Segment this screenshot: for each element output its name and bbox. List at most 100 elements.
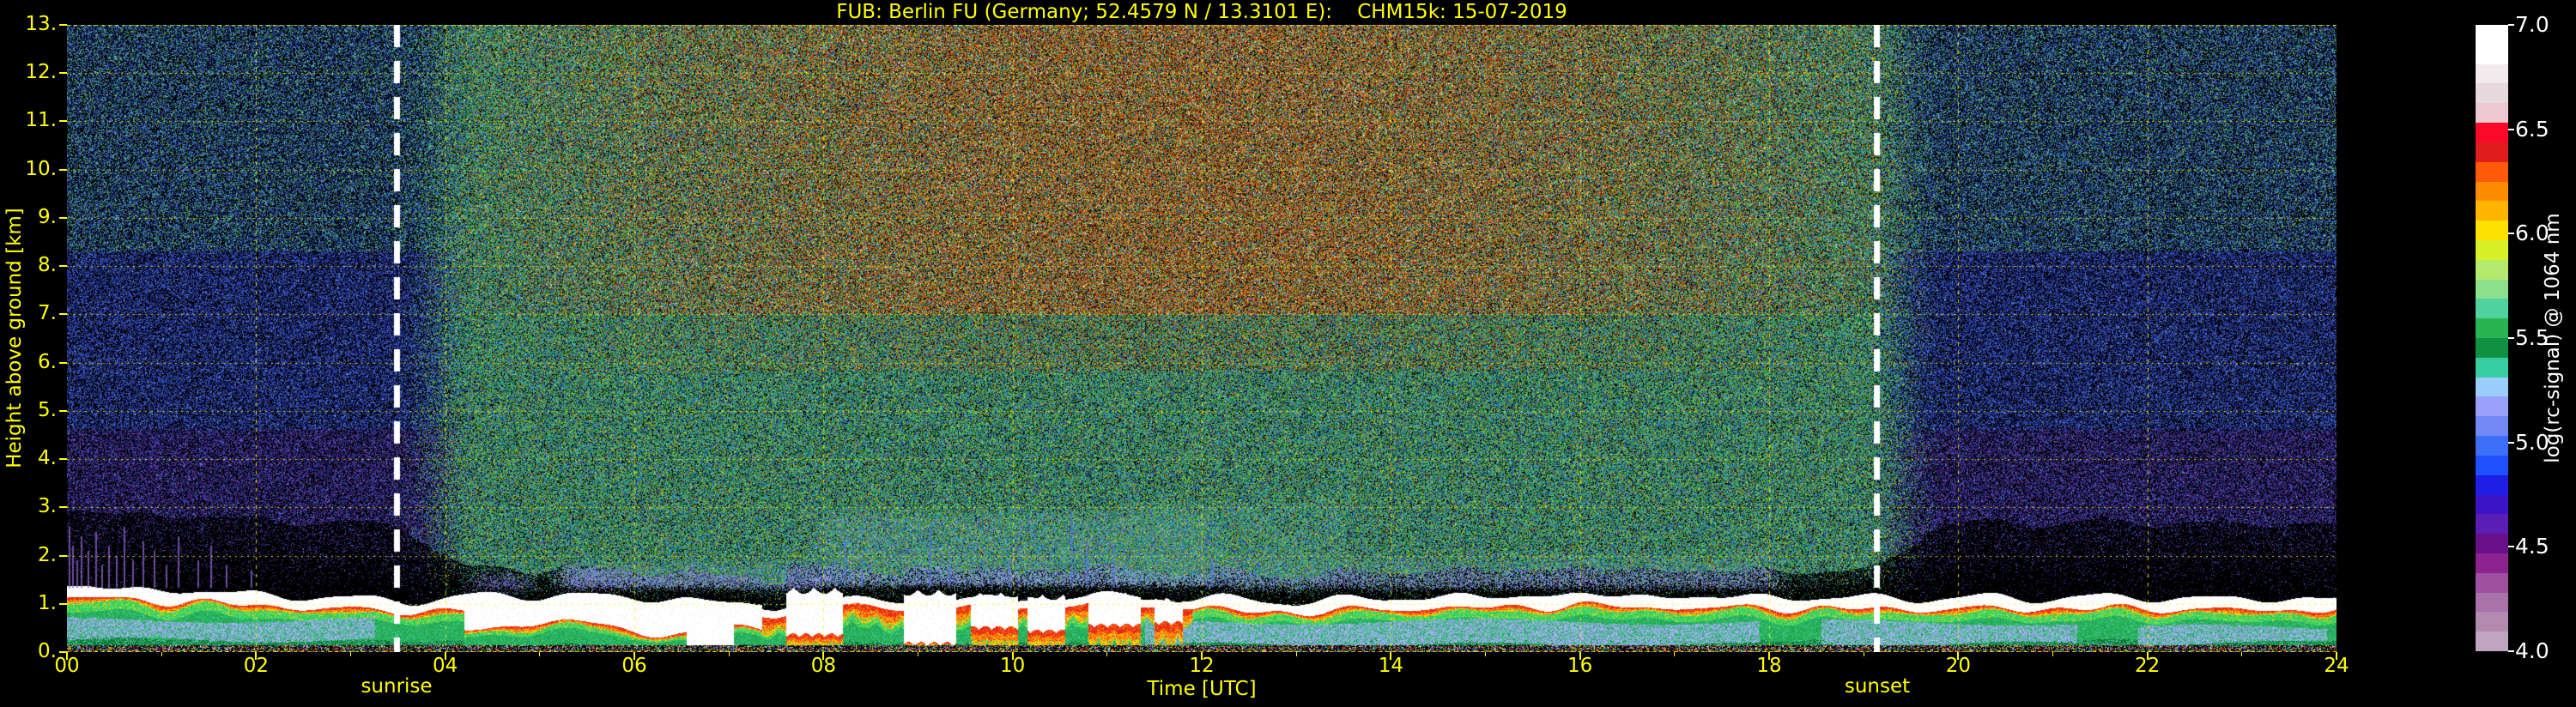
- colorbar-segment: [2476, 201, 2508, 221]
- x-tick-mark: [1957, 652, 1960, 660]
- x-tick-mark: [822, 652, 825, 660]
- x-minor-tick-mark: [728, 652, 730, 656]
- x-minor-tick-mark: [1485, 652, 1486, 656]
- colorbar-segment: [2476, 279, 2508, 299]
- colorbar-tick-mark: [2508, 650, 2514, 652]
- x-minor-tick-mark: [161, 652, 162, 656]
- colorbar-tick-mark: [2508, 24, 2514, 26]
- colorbar-tick-mark: [2508, 233, 2514, 235]
- sunrise-annotation: sunrise: [361, 675, 433, 698]
- colorbar-tick-label: 7.0: [2515, 11, 2549, 37]
- colorbar-tick-label: 5.5: [2515, 324, 2549, 350]
- colorbar-tick-mark: [2508, 441, 2514, 444]
- colorbar-segment: [2476, 494, 2508, 515]
- y-tick-mark: [59, 24, 67, 26]
- y-tick-label: 11.: [25, 109, 57, 132]
- colorbar-segment: [2476, 631, 2508, 651]
- colorbar-segment: [2476, 259, 2508, 280]
- y-tick-mark: [59, 120, 67, 123]
- colorbar-segment: [2476, 25, 2508, 45]
- colorbar-tick-label: 4.5: [2515, 534, 2549, 559]
- colorbar-segment: [2476, 44, 2508, 64]
- x-minor-tick-mark: [1106, 652, 1108, 656]
- y-tick-mark: [59, 265, 67, 268]
- backscatter-heatmap-canvas: [67, 25, 2337, 652]
- colorbar-tick-label: 4.0: [2515, 638, 2549, 663]
- y-tick-label: 3.: [38, 495, 57, 518]
- y-tick-label: 5.: [38, 398, 57, 421]
- colorbar-segment: [2476, 63, 2508, 84]
- colorbar-segment: [2476, 377, 2508, 397]
- colorbar-segment: [2476, 514, 2508, 535]
- x-tick-mark: [1011, 652, 1014, 660]
- x-minor-tick-mark: [539, 652, 541, 656]
- colorbar-segment: [2476, 416, 2508, 437]
- x-tick-mark: [1201, 652, 1203, 660]
- colorbar-tick-mark: [2508, 128, 2514, 130]
- colorbar-segment: [2476, 239, 2508, 260]
- x-minor-tick-mark: [2241, 652, 2243, 656]
- y-tick-mark: [59, 458, 67, 461]
- y-tick-label: 8.: [38, 254, 57, 277]
- colorbar-segment: [2476, 123, 2508, 142]
- colorbar-segment: [2476, 161, 2508, 182]
- colorbar-segment: [2476, 221, 2508, 240]
- x-minor-tick-mark: [1295, 652, 1297, 656]
- y-tick-label: 6.: [38, 350, 57, 373]
- plot-title: FUB: Berlin FU (Germany; 52.4579 N / 13.…: [836, 1, 1567, 23]
- y-tick-label: 1.: [38, 591, 57, 614]
- colorbar-segment: [2476, 299, 2508, 319]
- colorbar-tick-mark: [2508, 337, 2514, 339]
- colorbar-segment: [2476, 455, 2508, 475]
- x-tick-mark: [2336, 652, 2337, 660]
- x-tick-mark: [1390, 652, 1392, 660]
- y-tick-label: 12.: [25, 61, 57, 84]
- colorbar-segment: [2476, 474, 2508, 495]
- colorbar-segment: [2476, 396, 2508, 417]
- y-tick-mark: [59, 602, 67, 605]
- colorbar-segment: [2476, 534, 2508, 553]
- colorbar-tick-label: 6.0: [2515, 221, 2549, 246]
- y-tick-label: 9.: [38, 205, 57, 228]
- y-tick-mark: [59, 361, 67, 364]
- y-tick-mark: [59, 506, 67, 509]
- x-tick-mark: [255, 652, 258, 660]
- colorbar-segment: [2476, 103, 2508, 124]
- y-tick-label: 10.: [25, 157, 57, 180]
- x-tick-mark: [633, 652, 635, 660]
- y-tick-label: 4.: [38, 447, 57, 470]
- colorbar-label: log(rc-signal) @ 1064 nm: [2542, 213, 2564, 463]
- x-minor-tick-mark: [2052, 652, 2053, 656]
- y-tick-mark: [59, 168, 67, 171]
- colorbar: [2476, 25, 2508, 651]
- sunset-annotation: sunset: [1844, 675, 1911, 698]
- x-tick-mark: [1768, 652, 1770, 660]
- colorbar-segment: [2476, 142, 2508, 162]
- x-tick-mark: [66, 652, 68, 660]
- y-tick-mark: [59, 216, 67, 219]
- colorbar-segment: [2476, 318, 2508, 338]
- colorbar-segment: [2476, 612, 2508, 632]
- colorbar-segment: [2476, 572, 2508, 593]
- x-tick-mark: [2146, 652, 2149, 660]
- y-tick-label: 2.: [38, 543, 57, 566]
- y-tick-mark: [59, 72, 67, 75]
- y-tick-label: 0.: [38, 639, 57, 662]
- x-minor-tick-mark: [350, 652, 351, 656]
- x-tick-mark: [444, 652, 446, 660]
- colorbar-segment: [2476, 592, 2508, 613]
- x-axis-label: Time [UTC]: [1147, 678, 1257, 700]
- y-tick-mark: [59, 554, 67, 557]
- y-tick-mark: [59, 651, 67, 653]
- colorbar-segment: [2476, 83, 2508, 104]
- colorbar-tick-label: 6.5: [2515, 116, 2549, 142]
- colorbar-segment: [2476, 338, 2508, 358]
- colorbar-segment: [2476, 553, 2508, 573]
- y-tick-label: 7.: [38, 302, 57, 325]
- x-tick-mark: [1579, 652, 1581, 660]
- colorbar-segment: [2476, 181, 2508, 202]
- y-tick-label: 13.: [25, 12, 57, 35]
- x-minor-tick-mark: [1674, 652, 1676, 656]
- y-axis-label: Height above ground [km]: [3, 208, 26, 468]
